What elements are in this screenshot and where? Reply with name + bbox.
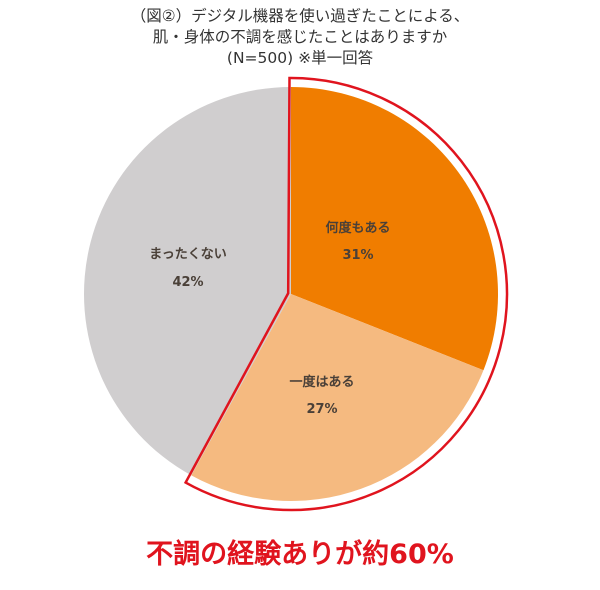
slice-label-value-0: 31% [342, 248, 373, 263]
pie-slices [84, 87, 499, 501]
chart-title-line-3: (N=500) ※単一回答 [226, 49, 374, 67]
chart-title-line-1: （図②）デジタル機器を使い過ぎたことによる、 [130, 7, 470, 25]
highlight-annotation: 不調の経験ありが約60% [146, 539, 454, 570]
slice-label-name-2: まったくない [149, 247, 226, 262]
chart-title: （図②）デジタル機器を使い過ぎたことによる、 肌・身体の不調を感じたことはありま… [0, 6, 600, 69]
chart-title-line-2: 肌・身体の不調を感じたことはありますか [152, 28, 448, 46]
pie-slice-2 [84, 87, 291, 476]
slice-label-value-2: 42% [172, 275, 203, 290]
pie-slice-0 [291, 87, 499, 371]
slice-label-name-0: 何度もある [325, 220, 390, 236]
highlight-outline [183, 76, 509, 512]
slice-label-value-1: 27% [306, 402, 337, 417]
slice-labels: 何度もある 31% 一度はある 27% まったくない 42% [149, 220, 390, 417]
pie-slice-1 [191, 294, 484, 501]
slice-label-name-1: 一度はある [289, 374, 354, 390]
